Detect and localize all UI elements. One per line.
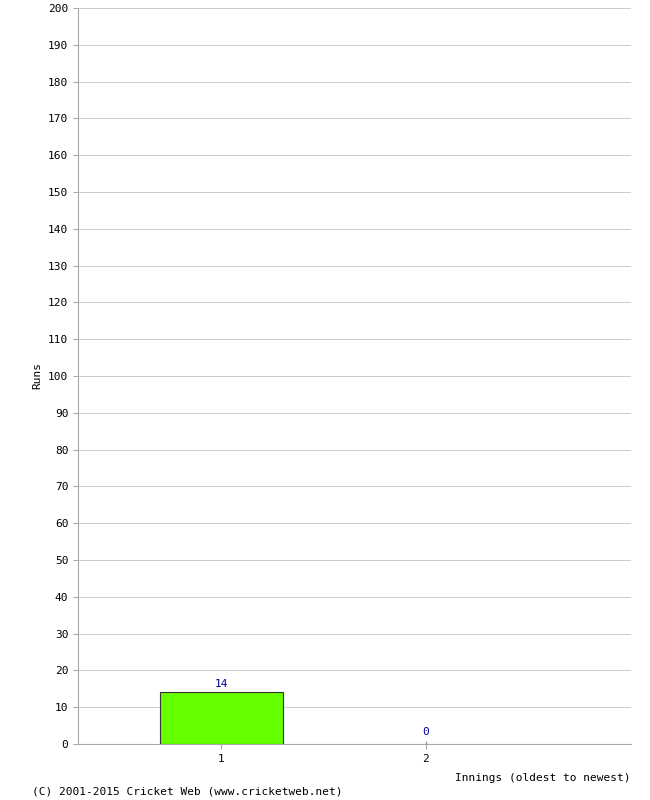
Y-axis label: Runs: Runs — [32, 362, 42, 390]
Text: (C) 2001-2015 Cricket Web (www.cricketweb.net): (C) 2001-2015 Cricket Web (www.cricketwe… — [32, 786, 343, 796]
Bar — [160, 693, 283, 744]
Text: 0: 0 — [422, 726, 429, 737]
Text: 14: 14 — [214, 678, 228, 689]
X-axis label: Innings (oldest to newest): Innings (oldest to newest) — [455, 774, 630, 783]
